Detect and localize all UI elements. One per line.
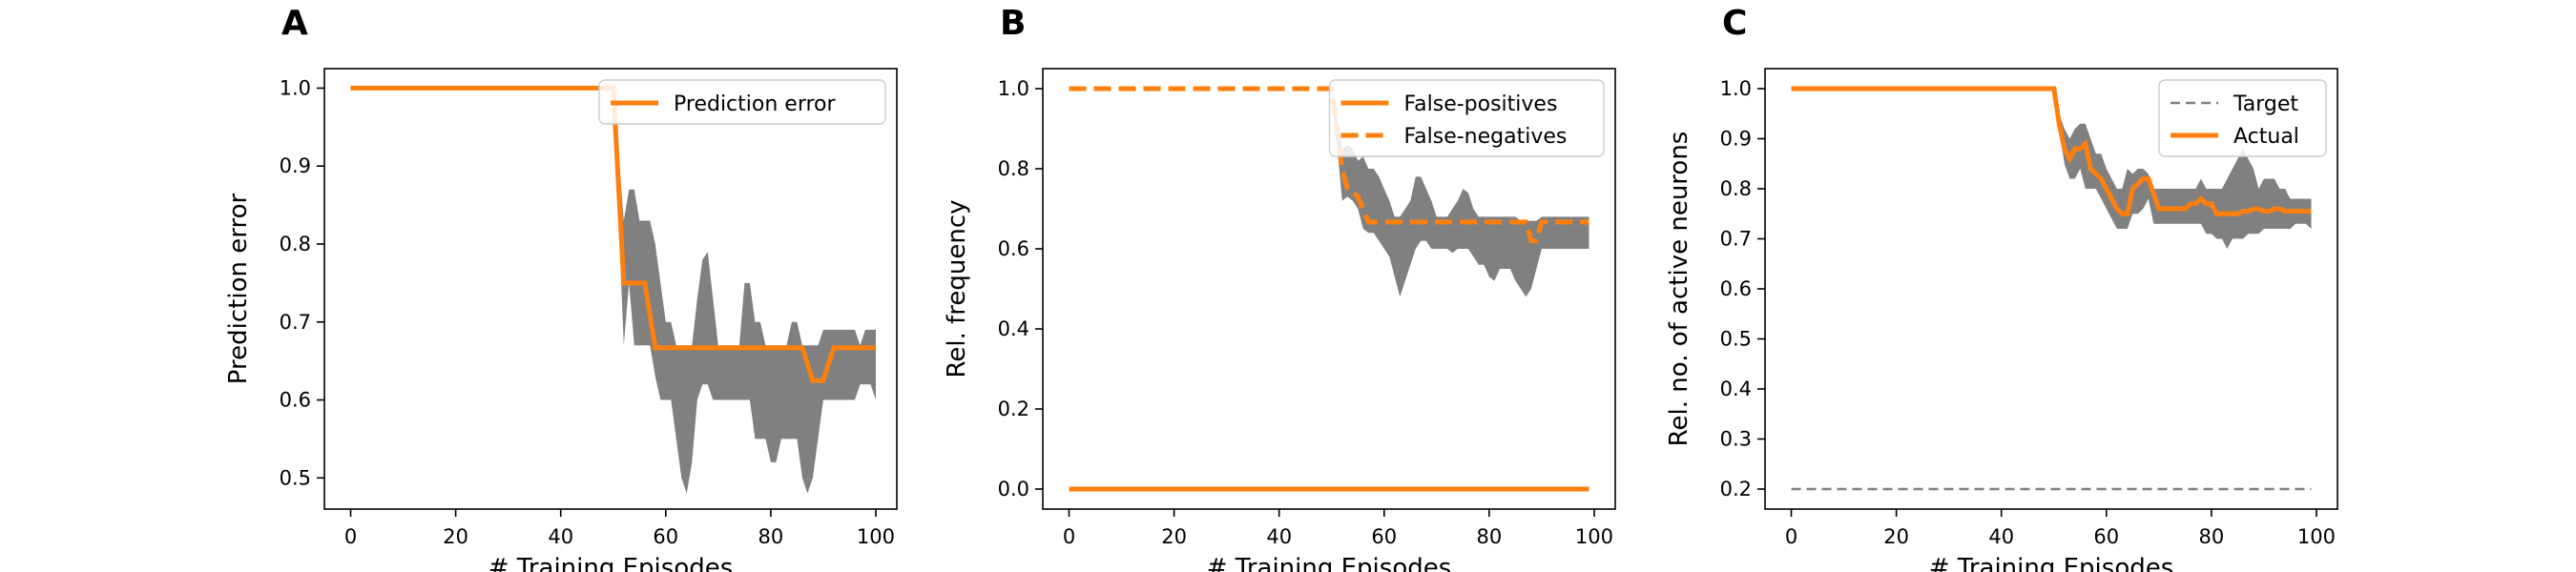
panel-c-legend: Target Actual <box>2158 79 2327 157</box>
panel-c-x-tick-label: 100 <box>2297 525 2336 548</box>
panel-a-error-band <box>613 88 876 494</box>
panel-a-x-tick-label: 20 <box>443 525 468 548</box>
panel-b-y-tick-label: 0.6 <box>998 237 1029 260</box>
panel-b-legend: False-positives False-negatives <box>1328 79 1605 157</box>
panel-a-legend-label: Prediction error <box>674 92 836 116</box>
panel-b-x-tick-label: 40 <box>1266 525 1292 548</box>
panel-c: C 0 20 40 60 80 100 0.2 0.3 0.4 0.5 0.6 0.7 0.8 0.9 1.0… <box>1665 4 2338 572</box>
panel-a-x-tick-label: 60 <box>653 525 678 548</box>
panel-c-letter: C <box>1722 4 1747 43</box>
panel-a-letter: A <box>281 4 308 43</box>
panel-a-y-tick-label: 0.5 <box>280 466 311 489</box>
panel-a-x-tick-label: 80 <box>758 525 784 548</box>
panel-b-x-tick-label: 0 <box>1063 525 1075 548</box>
panel-a-x-tick-label: 40 <box>548 525 573 548</box>
panel-c-x-tick-label: 40 <box>1988 525 2014 548</box>
panel-b-y-tick-label: 0.0 <box>998 478 1029 500</box>
panel-a-y-tick-label: 0.6 <box>280 389 311 412</box>
panel-b-legend-label: False-positives <box>1404 92 1558 116</box>
panel-b-letter: B <box>1000 4 1026 43</box>
panel-b-legend-box <box>1328 79 1605 157</box>
panel-c-x-tick-label: 60 <box>2093 525 2119 548</box>
panel-c-y-tick-label: 0.5 <box>1720 328 1752 351</box>
panel-b-axes-frame <box>1042 68 1616 510</box>
panel-a-y-tick-label: 0.9 <box>280 154 311 177</box>
panel-c-y-tick-label: 1.0 <box>1720 77 1752 100</box>
panel-c-y-axis-label: Rel. no. of active neurons <box>1665 132 1693 447</box>
panel-a-x-tick-label: 100 <box>857 525 895 548</box>
panel-a: A 0 20 40 60 80 100 0.5 0.6 0.7 0.8 0.9 1.0 # Trainin… <box>224 4 898 572</box>
panel-c-legend-label: Actual <box>2233 125 2299 149</box>
panel-a-axes-frame <box>323 68 898 510</box>
panel-c-y-tick-label: 0.8 <box>1720 177 1752 200</box>
panel-c-y-tick-label: 0.2 <box>1720 478 1752 500</box>
panel-a-x-tick-label: 0 <box>344 525 357 548</box>
panel-a-y-tick-label: 0.7 <box>280 311 311 334</box>
panel-a-legend: Prediction error <box>598 79 886 125</box>
panel-b-x-tick-label: 100 <box>1575 525 1613 548</box>
panel-b: B 0 20 40 60 80 100 0.0 0.2 0.4 0.6 0.8 1.0 # Trainin… <box>943 4 1616 572</box>
panel-c-series-line-1 <box>1791 86 2312 216</box>
panel-c-y-tick-label: 0.9 <box>1720 128 1752 151</box>
panel-b-error-band <box>1331 89 1589 297</box>
panel-c-legend-label: Target <box>2233 92 2298 116</box>
panel-a-y-tick-label: 0.8 <box>280 233 311 255</box>
panel-b-y-tick-label: 0.4 <box>998 317 1029 340</box>
panel-b-y-tick-label: 0.8 <box>998 157 1029 180</box>
panel-a-legend-box <box>598 79 886 125</box>
panel-b-y-axis-label: Rel. frequency <box>943 199 971 378</box>
panel-a-y-tick-label: 1.0 <box>280 76 311 99</box>
panel-b-x-tick-label: 20 <box>1161 525 1187 548</box>
panel-b-series-line-1 <box>1069 86 1589 244</box>
panel-a-series-line-0 <box>350 85 876 383</box>
panel-b-y-tick-label: 0.2 <box>998 398 1029 420</box>
panel-b-x-tick-label: 80 <box>1477 525 1503 548</box>
panel-b-x-tick-label: 60 <box>1371 525 1397 548</box>
panel-b-legend-label: False-negatives <box>1404 125 1568 149</box>
panel-c-y-tick-label: 0.4 <box>1720 378 1752 400</box>
panel-c-y-tick-label: 0.6 <box>1720 277 1752 300</box>
panel-c-x-tick-label: 20 <box>1883 525 1909 548</box>
panel-b-x-axis-label: # Training Episodes <box>1207 554 1452 572</box>
panel-c-y-tick-label: 0.3 <box>1720 428 1752 451</box>
panel-c-y-tick-label: 0.7 <box>1720 228 1752 251</box>
panel-c-x-tick-label: 80 <box>2199 525 2225 548</box>
panel-a-y-axis-label: Prediction error <box>224 194 253 385</box>
panel-a-x-axis-label: # Training Episodes <box>488 554 734 572</box>
panel-c-x-tick-label: 0 <box>1785 525 1797 548</box>
panel-b-y-tick-label: 1.0 <box>998 77 1029 100</box>
panel-c-x-axis-label: # Training Episodes <box>1929 554 2174 572</box>
